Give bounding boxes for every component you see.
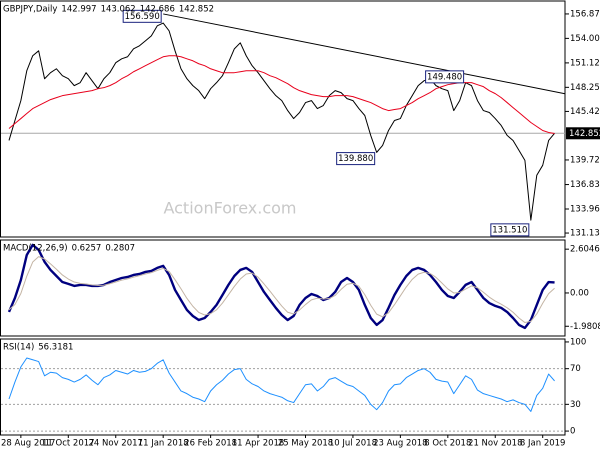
x-tick-label: 8 Jan 2019 (520, 439, 566, 449)
y-tick-label: 139.720 (570, 155, 600, 165)
header-value: 143.062 (101, 5, 136, 15)
y-tick-label: 70 (570, 364, 581, 374)
annotation-box (425, 70, 465, 84)
series-line (8, 256, 555, 324)
y-tick-label: 154.000 (570, 34, 600, 44)
y-tick-label: 100 (570, 337, 586, 347)
x-tick-label: 10 Jul 2018 (329, 439, 377, 449)
series-line (8, 22, 555, 221)
header-value: 0.2807 (105, 244, 135, 254)
header-value: 0.6257 (72, 244, 102, 254)
annotation-box (490, 223, 530, 237)
y-tick-label: 151.120 (570, 58, 600, 68)
x-tick-label: 11 Jan 2018 (138, 439, 189, 449)
panel-title: MACD(12,26,9) (3, 244, 68, 254)
x-tick-label: 26 Feb 2018 (184, 439, 237, 449)
y-tick-label: 2.6046 (570, 245, 600, 255)
last-price-label: 142.852 (569, 129, 600, 139)
x-tick-label: 23 Aug 2018 (373, 439, 427, 449)
y-tick-label: 156.870 (570, 9, 600, 19)
x-tick-label: 11 Apr 2018 (232, 439, 285, 449)
annotation-label: 131.510 (492, 225, 527, 235)
y-tick-label: -1.9808 (570, 322, 600, 332)
y-tick-label: 133.960 (570, 204, 600, 214)
x-tick-label: 11 Oct 2017 (42, 439, 95, 449)
header-value: 56.3181 (38, 343, 73, 353)
y-tick-label: 145.420 (570, 107, 600, 117)
annotation-label: 156.590 (125, 12, 160, 22)
header-value: 142.997 (61, 5, 96, 15)
last-price-box (566, 127, 600, 140)
annotation-label: 139.880 (338, 154, 373, 164)
y-tick-label: 0.00 (570, 288, 589, 298)
x-tick-label: 21 Nov 2018 (468, 439, 522, 449)
annotation-label: 149.480 (427, 72, 462, 82)
y-tick-label: 131.135 (570, 229, 600, 239)
header-value: 142.686 (140, 5, 175, 15)
y-tick-label: 148.250 (570, 83, 600, 93)
panel-title: GBPJPY,Daily (3, 5, 57, 15)
x-tick-label: 24 Nov 2017 (89, 439, 143, 449)
y-tick-label: 30 (570, 400, 581, 410)
panel-frame (0, 239, 566, 337)
panel-frame (0, 0, 566, 238)
watermark: ActionForex.com (163, 199, 296, 218)
annotation-box (122, 9, 162, 23)
series-line (8, 357, 555, 412)
panel-frame (0, 338, 566, 436)
y-tick-label: 136.830 (570, 180, 600, 190)
x-tick-label: 25 May 2018 (278, 439, 333, 449)
trendline (163, 13, 566, 95)
header-value: 142.852 (179, 5, 214, 15)
annotation-box (336, 152, 376, 166)
x-tick-label: 8 Oct 2018 (424, 439, 471, 449)
x-tick-label: 28 Aug 2017 (1, 439, 55, 449)
panel-title: RSI(14) (3, 343, 34, 353)
y-tick-label: 0 (570, 427, 575, 437)
